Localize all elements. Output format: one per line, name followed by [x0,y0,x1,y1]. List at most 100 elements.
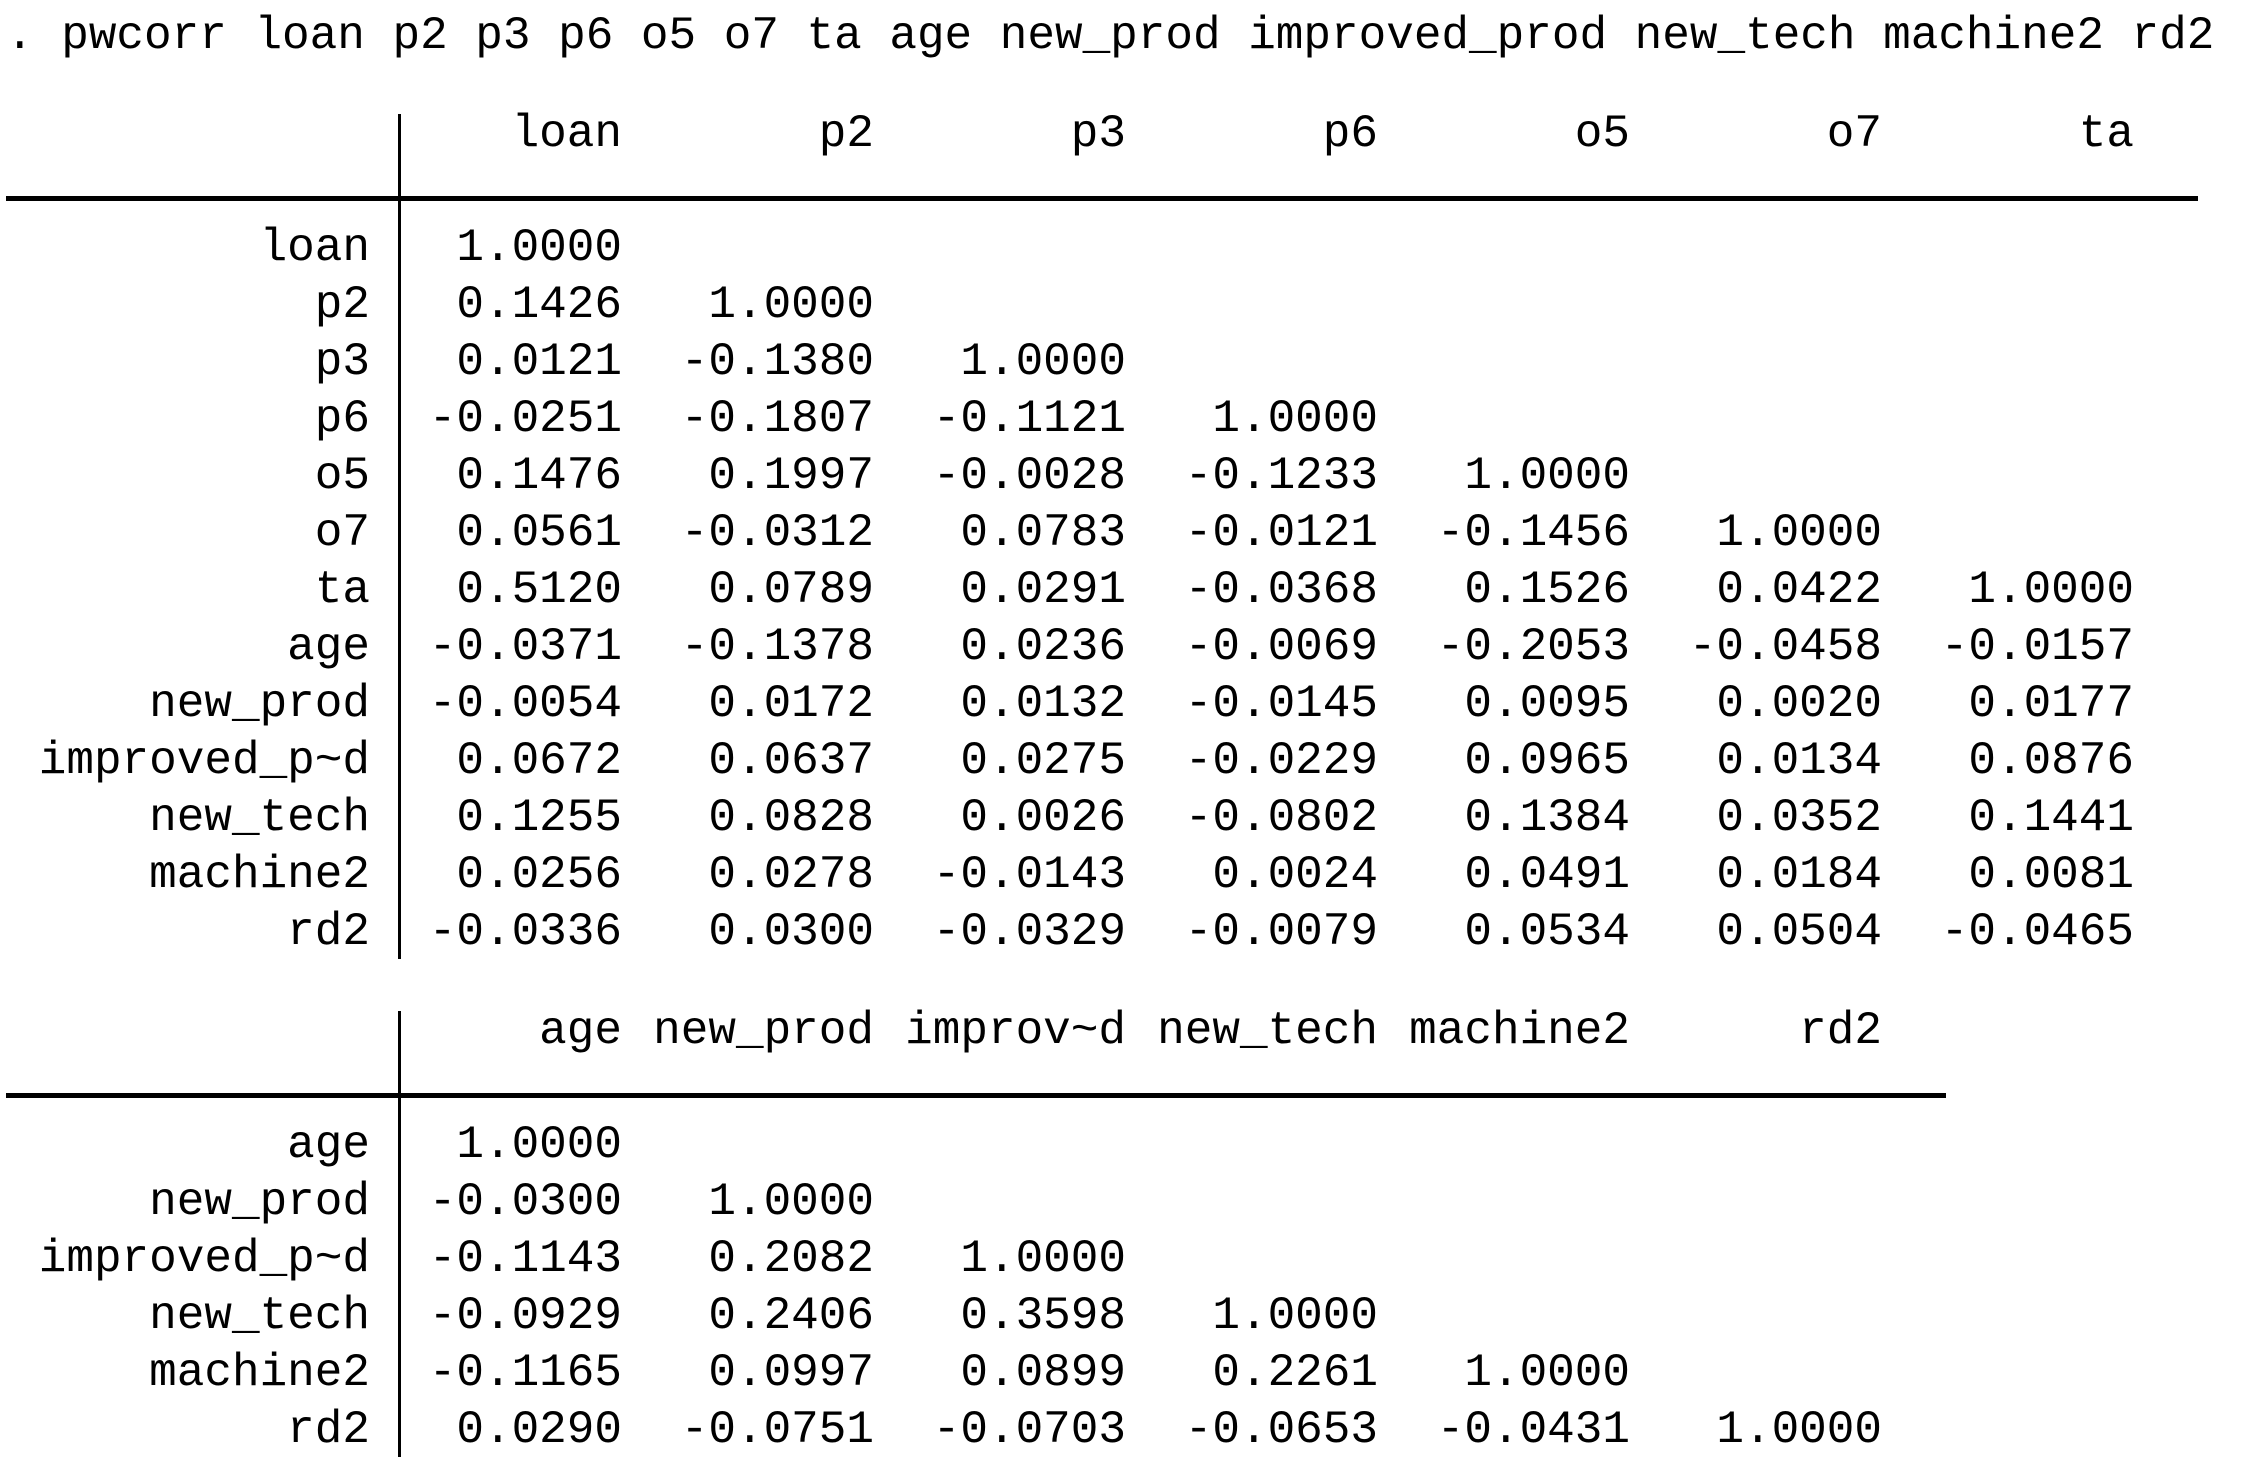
correlation-value: -0.2053 [1436,621,1630,673]
column-header: machine2 [1409,1005,1630,1057]
correlation-value: 0.0172 [708,678,874,730]
correlation-value: -0.0431 [1436,1404,1630,1456]
table-header-row: age new_prod improv~d new_tech machine2 rd2 [6,1003,2254,1060]
correlation-value: 0.2406 [708,1290,874,1342]
correlation-value: 1.0000 [1212,393,1378,445]
correlation-value: -0.1233 [1184,450,1378,502]
correlation-value: 0.0121 [456,336,622,388]
column-header: age [539,1005,622,1057]
correlation-value: 0.0275 [960,735,1126,787]
correlation-value: 0.0132 [960,678,1126,730]
correlation-value: 1.0000 [1212,1290,1378,1342]
stata-command-line: . pwcorr loan p2 p3 p6 o5 o7 ta age new_… [6,10,2215,62]
correlation-value: 0.0561 [456,507,622,559]
table-row: improved_p~d 0.0672 0.0637 0.0275 -0.0229 0.0… [6,733,2254,790]
correlation-value: 0.0134 [1716,735,1882,787]
correlation-value: -0.0069 [1184,621,1378,673]
row-label: improved_p~d [38,1233,370,1285]
correlation-value: -0.0703 [932,1404,1126,1456]
table-row: improved_p~d -0.1143 0.2082 1.0000 [6,1231,2254,1288]
column-header: loan [511,108,622,160]
correlation-value: 0.0491 [1464,849,1630,901]
correlation-value: 0.0278 [708,849,874,901]
table-divider-bar [398,114,401,959]
table-row: new_tech -0.0929 0.2406 0.3598 1.0000 [6,1288,2254,1345]
row-label: machine2 [149,1347,370,1399]
correlation-value: 0.0637 [708,735,874,787]
correlation-value: -0.0300 [428,1176,622,1228]
correlation-value: 1.0000 [1968,564,2134,616]
correlation-value: 0.0184 [1716,849,1882,901]
row-label: new_tech [149,1290,370,1342]
correlation-value: -0.0368 [1184,564,1378,616]
correlation-value: 0.0026 [960,792,1126,844]
row-label: o7 [314,507,370,559]
correlation-value: -0.0465 [1940,906,2134,958]
correlation-value: -0.1378 [680,621,874,673]
row-label: p3 [314,336,370,388]
correlation-value: 1.0000 [960,336,1126,388]
correlation-table-panel-2: age new_prod improv~d new_tech machine2 rd2 ag… [6,1003,2254,1459]
correlation-value: -0.1121 [932,393,1126,445]
correlation-value: 1.0000 [708,1176,874,1228]
row-label: new_prod [149,1176,370,1228]
correlation-value: 0.0997 [708,1347,874,1399]
correlation-value: 0.0534 [1464,906,1630,958]
correlation-value: 1.0000 [1716,507,1882,559]
row-label: new_prod [149,678,370,730]
column-header: ta [2078,108,2134,160]
table-row: machine2 0.0256 0.0278 -0.0143 0.0024 0.0491 0… [6,847,2254,904]
correlation-value: -0.0157 [1940,621,2134,673]
correlation-value: 0.0504 [1716,906,1882,958]
row-label: p6 [314,393,370,445]
correlation-value: -0.0143 [932,849,1126,901]
correlation-value: -0.0653 [1184,1404,1378,1456]
row-label: machine2 [149,849,370,901]
header-spacer [6,1003,370,1060]
correlation-value: 0.1255 [456,792,622,844]
correlation-value: 0.0876 [1968,735,2134,787]
correlation-value: 0.1384 [1464,792,1630,844]
table-row: p6 -0.0251 -0.1807 -0.1121 1.0000 [6,391,2254,448]
table-row: age 1.0000 [6,1117,2254,1174]
correlation-value: -0.0336 [428,906,622,958]
table-row: p2 0.1426 1.0000 [6,277,2254,334]
correlation-value: -0.0028 [932,450,1126,502]
correlation-value: 1.0000 [960,1233,1126,1285]
column-header: new_tech [1157,1005,1378,1057]
correlation-value: -0.0929 [428,1290,622,1342]
correlation-value: -0.0145 [1184,678,1378,730]
correlation-value: -0.0371 [428,621,622,673]
row-label: improved_p~d [38,735,370,787]
correlation-value: -0.1456 [1436,507,1630,559]
correlation-value: 0.0789 [708,564,874,616]
correlation-value: 0.0828 [708,792,874,844]
correlation-value: 0.1441 [1968,792,2134,844]
column-header: improv~d [905,1005,1126,1057]
column-header: p6 [1322,108,1378,160]
correlation-value: 0.0024 [1212,849,1378,901]
correlation-value: -0.0802 [1184,792,1378,844]
correlation-value: 1.0000 [1716,1404,1882,1456]
table-row: machine2 -0.1165 0.0997 0.0899 0.2261 1.0000 [6,1345,2254,1402]
column-header: p3 [1070,108,1126,160]
table-row: rd2 0.0290 -0.0751 -0.0703 -0.0653 -0.0431 1.0… [6,1402,2254,1459]
correlation-value: -0.1165 [428,1347,622,1399]
correlation-value: -0.0458 [1688,621,1882,673]
table-row: p3 0.0121 -0.1380 1.0000 [6,334,2254,391]
correlation-value: -0.1380 [680,336,874,388]
correlation-value: 0.1476 [456,450,622,502]
correlation-value: 1.0000 [1464,450,1630,502]
table-row: age -0.0371 -0.1378 0.0236 -0.0069 -0.2053 -0.… [6,619,2254,676]
table-rule [6,196,2198,201]
correlation-value: -0.0121 [1184,507,1378,559]
table-row: rd2 -0.0336 0.0300 -0.0329 -0.0079 0.0534 0.05… [6,904,2254,961]
correlation-value: 0.1997 [708,450,874,502]
correlation-value: -0.1807 [680,393,874,445]
table-row: ta 0.5120 0.0789 0.0291 -0.0368 0.1526 0.0422 1… [6,562,2254,619]
table-row: new_tech 0.1255 0.0828 0.0026 -0.0802 0.1384 0… [6,790,2254,847]
table-rule [6,1093,1946,1098]
column-header: new_prod [653,1005,874,1057]
correlation-value: 0.1526 [1464,564,1630,616]
table-row: o7 0.0561 -0.0312 0.0783 -0.0121 -0.1456 1.000… [6,505,2254,562]
